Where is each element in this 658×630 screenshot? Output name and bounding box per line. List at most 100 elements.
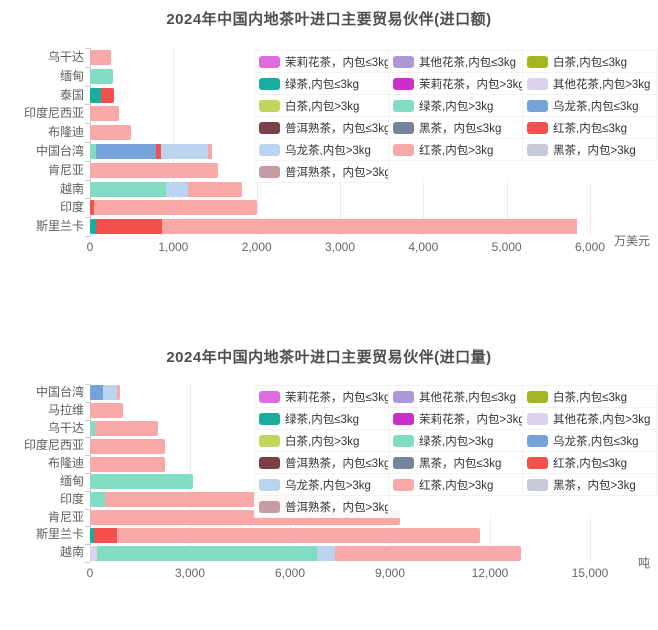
legend-swatch-icon (259, 121, 280, 134)
legend-item[interactable]: 其他花茶,内包>3kg (522, 72, 657, 95)
bar[interactable] (90, 200, 257, 216)
bar[interactable] (90, 162, 219, 178)
bar[interactable] (90, 87, 115, 103)
legend-label: 其他花茶,内包≤3kg (419, 391, 517, 404)
bar-segment[interactable] (116, 527, 480, 543)
legend-item[interactable]: 茉莉花茶，内包≤3kg (254, 385, 389, 408)
bar-segment[interactable] (95, 219, 163, 235)
legend-item[interactable]: 白茶,内包≤3kg (522, 50, 657, 73)
bar-segment[interactable] (90, 385, 103, 401)
legend-swatch-icon (259, 165, 280, 178)
legend-item[interactable]: 乌龙茶,内包≤3kg (522, 429, 657, 452)
legend-item[interactable]: 其他花茶,内包≤3kg (388, 50, 523, 73)
legend-item[interactable]: 白茶,内包>3kg (254, 429, 389, 452)
bar-segment[interactable] (90, 68, 114, 84)
bar-segment[interactable] (90, 403, 124, 419)
legend-item[interactable]: 黑茶，内包≤3kg (388, 451, 523, 474)
bar-segment[interactable] (90, 200, 95, 216)
legend-item[interactable]: 白茶,内包>3kg (254, 94, 389, 117)
bar-segment[interactable] (90, 162, 219, 178)
category-label: 乌干达 (47, 420, 84, 435)
legend-item[interactable]: 茉莉花茶，内包≤3kg (254, 50, 389, 73)
bar[interactable] (90, 421, 159, 436)
legend-item[interactable]: 黑茶，内包>3kg (522, 138, 657, 161)
category-label: 中国台湾 (35, 144, 84, 158)
bar-segment[interactable] (90, 527, 95, 543)
bar-segment[interactable] (90, 474, 194, 490)
bar[interactable] (90, 438, 165, 454)
bar-segment[interactable] (316, 545, 335, 561)
legend-item[interactable]: 茉莉花茶，内包>3kg (388, 72, 523, 95)
bar-segment[interactable] (160, 143, 209, 159)
bar-segment[interactable] (105, 492, 304, 508)
legend-item[interactable]: 绿茶,内包>3kg (388, 429, 523, 452)
bar[interactable] (90, 456, 165, 472)
legend-item[interactable]: 普洱熟茶，内包≤3kg (254, 451, 389, 474)
legend-item[interactable]: 乌龙茶,内包>3kg (254, 138, 389, 161)
legend-item[interactable]: 红茶,内包≤3kg (522, 116, 657, 139)
bar-segment[interactable] (95, 143, 156, 159)
legend-item[interactable]: 黑茶，内包≤3kg (388, 116, 523, 139)
bar[interactable] (90, 492, 304, 508)
bar-segment[interactable] (90, 106, 120, 122)
legend-item[interactable]: 红茶,内包>3kg (388, 473, 523, 496)
gridline (190, 384, 191, 562)
bar-segment[interactable] (90, 456, 165, 472)
bar-segment[interactable] (100, 87, 115, 103)
legend-item[interactable]: 普洱熟茶，内包>3kg (254, 160, 389, 183)
bar-segment[interactable] (90, 545, 97, 561)
bar[interactable] (90, 403, 124, 419)
legend-item[interactable]: 其他花茶,内包≤3kg (388, 385, 523, 408)
bar-segment[interactable] (94, 527, 117, 543)
bar-segment[interactable] (90, 219, 96, 235)
bar[interactable] (90, 545, 521, 561)
bar[interactable] (90, 219, 578, 235)
bar-segment[interactable] (162, 219, 578, 235)
legend-item[interactable]: 茉莉花茶，内包>3kg (388, 407, 523, 430)
bar-segment[interactable] (95, 421, 159, 436)
legend-item[interactable]: 红茶,内包≤3kg (522, 451, 657, 474)
legend-item[interactable]: 普洱熟茶，内包>3kg (254, 495, 389, 518)
bar-segment[interactable] (103, 385, 117, 401)
bar-segment[interactable] (90, 87, 101, 103)
bar[interactable] (90, 49, 111, 65)
bar-segment[interactable] (90, 49, 111, 65)
legend-item[interactable]: 其他花茶,内包>3kg (522, 407, 657, 430)
legend-swatch-icon (259, 500, 280, 513)
legend-item[interactable]: 红茶,内包>3kg (388, 138, 523, 161)
bar[interactable] (90, 106, 120, 122)
bar[interactable] (90, 527, 480, 543)
bar-segment[interactable] (94, 200, 257, 216)
legend-label: 黑茶，内包≤3kg (419, 457, 502, 470)
bar[interactable] (90, 143, 213, 159)
legend-swatch-icon (393, 478, 414, 491)
legend-item[interactable]: 乌龙茶,内包>3kg (254, 473, 389, 496)
legend-swatch-icon (527, 478, 548, 491)
legend-item[interactable]: 普洱熟茶，内包≤3kg (254, 116, 389, 139)
bar-segment[interactable] (96, 545, 317, 561)
bar[interactable] (90, 181, 243, 197)
bar[interactable] (90, 125, 131, 141)
bar-segment[interactable] (165, 181, 188, 197)
bar-segment[interactable] (117, 385, 120, 401)
legend-item[interactable]: 绿茶,内包>3kg (388, 94, 523, 117)
bar-segment[interactable] (90, 143, 96, 159)
bar-segment[interactable] (90, 421, 95, 436)
legend-item[interactable]: 绿茶,内包≤3kg (254, 407, 389, 430)
bar-segment[interactable] (155, 143, 161, 159)
bar-segment[interactable] (208, 143, 213, 159)
bar-segment[interactable] (334, 545, 521, 561)
bar-segment[interactable] (187, 181, 243, 197)
category-label: 印度尼西亚 (23, 438, 84, 453)
bar-segment[interactable] (90, 492, 105, 508)
bar-segment[interactable] (90, 125, 131, 141)
bar[interactable] (90, 385, 120, 401)
bar-segment[interactable] (90, 438, 165, 454)
legend-item[interactable]: 黑茶，内包>3kg (522, 473, 657, 496)
legend-item[interactable]: 绿茶,内包≤3kg (254, 72, 389, 95)
bar[interactable] (90, 474, 194, 490)
legend-item[interactable]: 乌龙茶,内包≤3kg (522, 94, 657, 117)
bar[interactable] (90, 68, 114, 84)
legend-item[interactable]: 白茶,内包≤3kg (522, 385, 657, 408)
bar-segment[interactable] (90, 181, 166, 197)
